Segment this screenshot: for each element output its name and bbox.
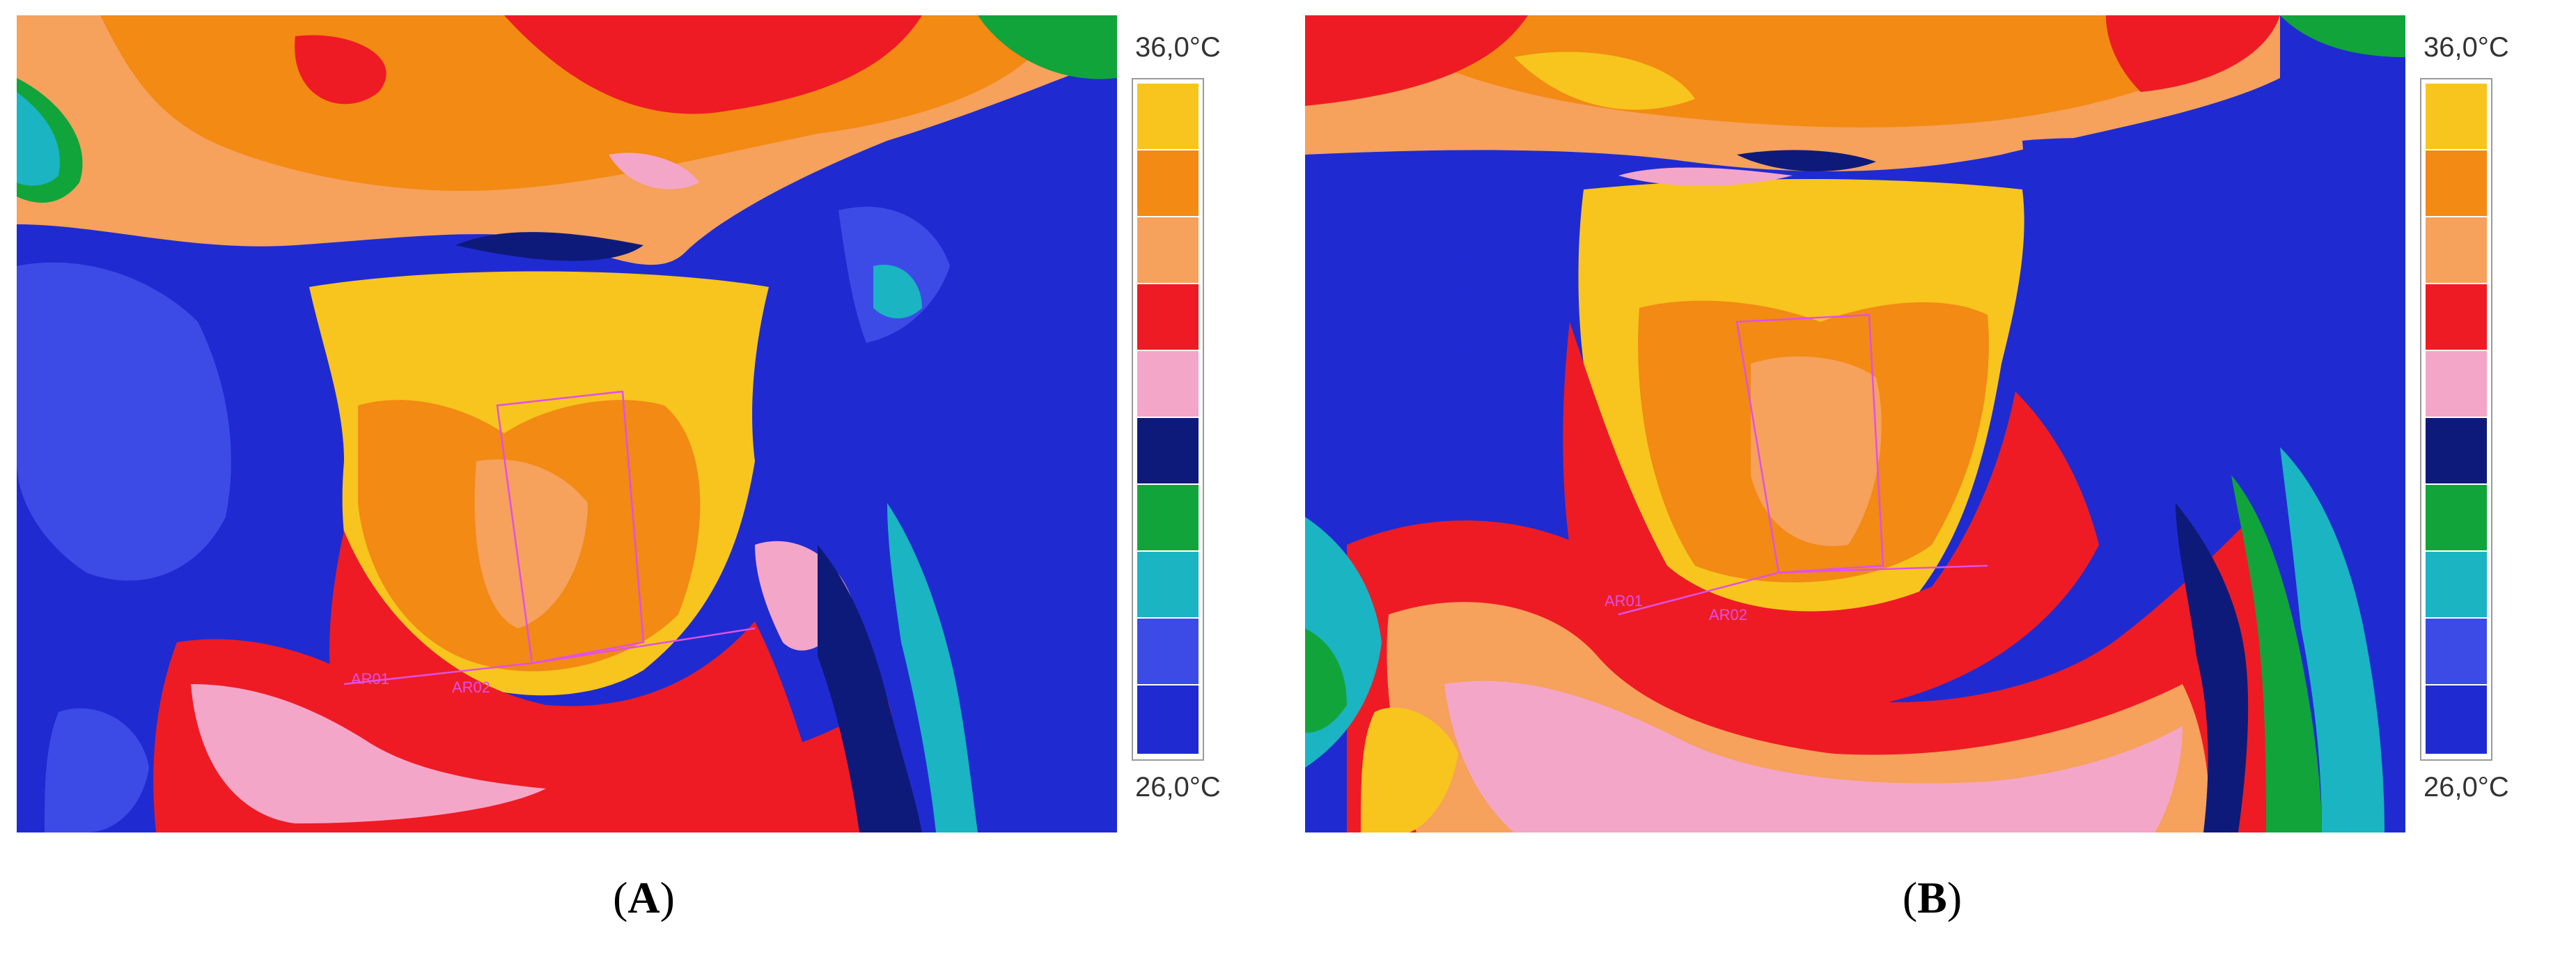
thermogram-panel-a: AR01 AR02 36,0°C 26,0°C (A) [17,15,1221,922]
roi-labels-b: AR01 AR02 [1605,592,1747,623]
scale-step-3-b [2426,217,2487,283]
scale-step-10-a [1137,685,1199,754]
roi-label-ar01-b: AR01 [1605,592,1643,610]
scale-step-4-a [1137,284,1199,350]
scale-step-5-b [2426,351,2487,417]
scale-step-1-b [2426,84,2487,149]
roi-label-ar01-a: AR01 [351,670,389,688]
scale-step-6-a [1137,418,1199,483]
caption-b: (B) [1902,873,1962,922]
scale-step-6-b [2426,418,2487,483]
scale-step-2-a [1137,150,1199,216]
thermogram-panel-b: AR01 AR02 36,0°C 26,0°C (B) [1288,0,2576,953]
scale-step-7-b [2426,485,2487,550]
roi-rectangle-a [343,390,756,685]
roi-label-ar02-b: AR02 [1709,606,1747,623]
scale-max-label-b: 36,0°C [2423,32,2509,63]
scale-step-3-a [1137,217,1199,283]
scale-step-10-b [2426,685,2487,754]
scale-max-label-a: 36,0°C [1135,32,1221,63]
scale-step-4-b [2426,284,2487,350]
roi-rectangle-b [1618,313,1988,616]
scale-step-8-a [1137,552,1199,617]
scale-step-7-a [1137,485,1199,550]
temperature-scale-bar-b [2420,78,2492,761]
thermogram-image-b: AR01 AR02 [1305,15,2405,832]
scale-step-9-b [2426,619,2487,684]
temperature-scale-bar-a [1132,78,1204,761]
roi-labels-a: AR01 AR02 [351,670,490,696]
caption-a: (A) [613,873,675,922]
scale-step-5-a [1137,351,1199,417]
scale-min-label-a: 26,0°C [1135,772,1221,803]
scale-min-label-b: 26,0°C [2423,772,2509,803]
scale-step-2-b [2426,150,2487,216]
scale-step-8-b [2426,552,2487,617]
roi-label-ar02-a: AR02 [452,679,490,696]
scale-step-1-a [1137,84,1199,149]
scale-step-9-a [1137,619,1199,684]
thermogram-image-a: AR01 AR02 [17,15,1117,832]
